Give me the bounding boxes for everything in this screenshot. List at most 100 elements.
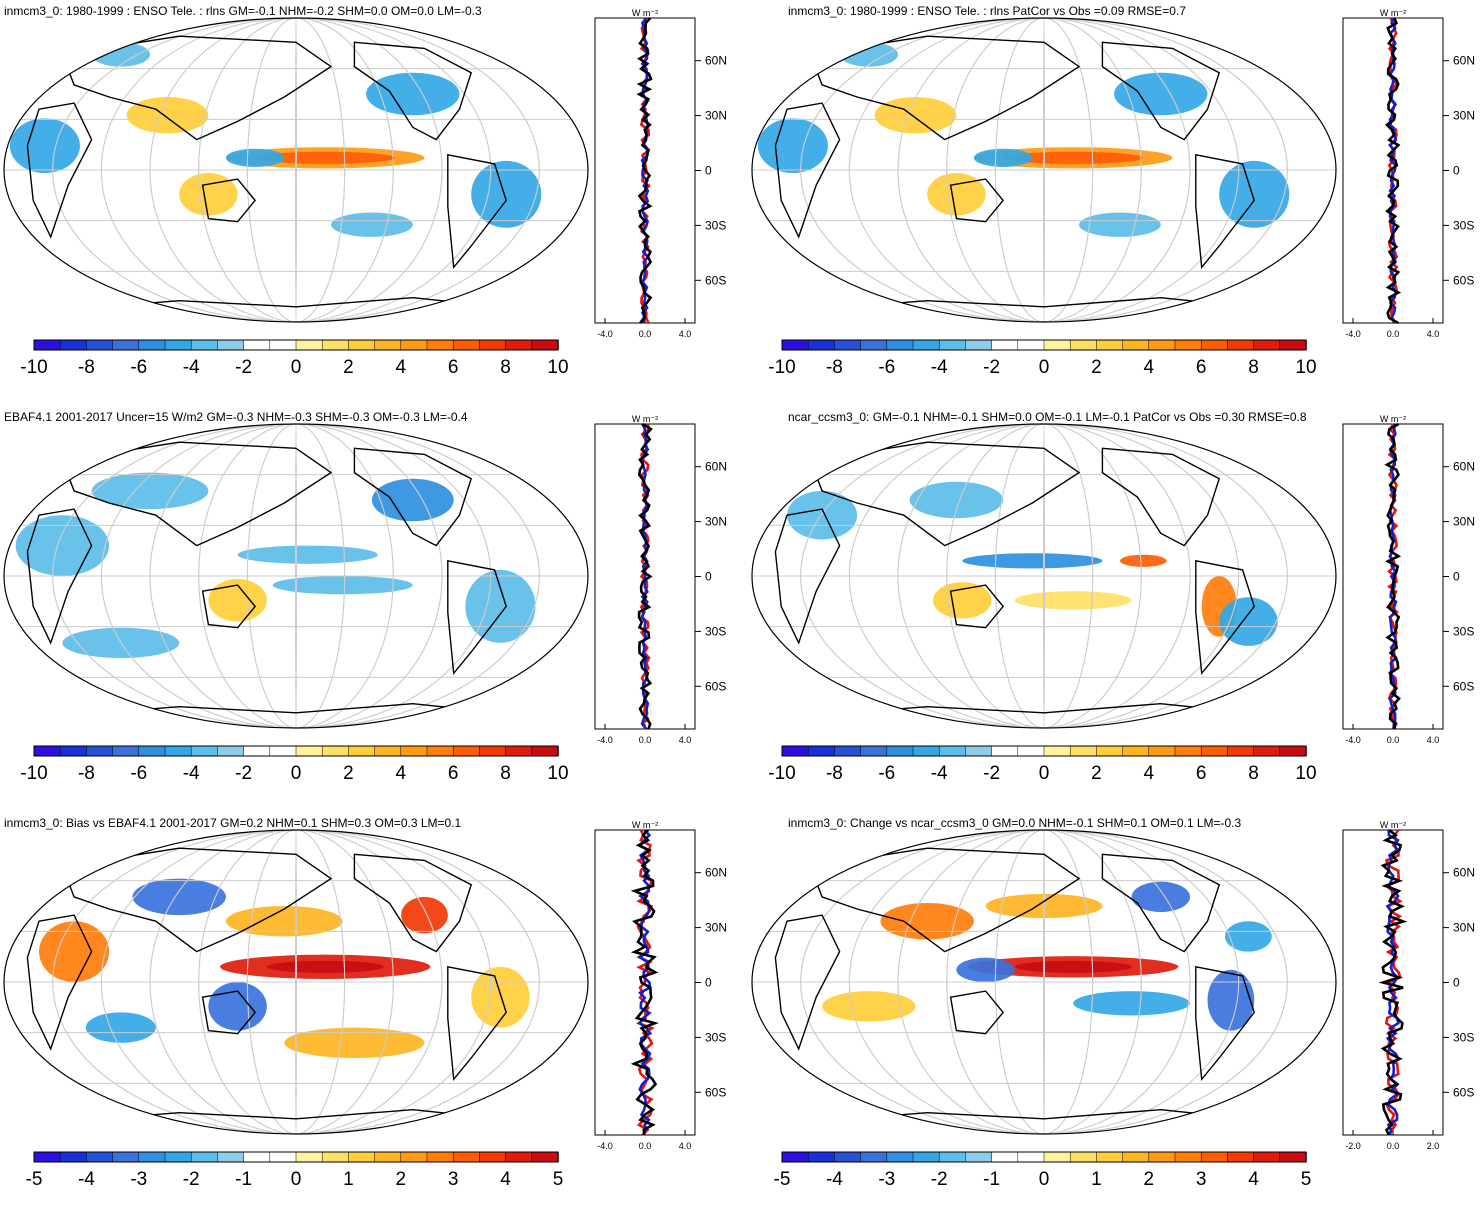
zonal-profile: W m⁻² 60N 30N 0 30S 60S -4.0 0.0 4.0 [1342,414,1475,745]
colorbar-swatch [781,745,809,757]
anomaly-region [757,118,828,174]
colorbar-label: 2 [396,1169,407,1190]
colorbar-label: 0 [291,1169,302,1190]
colorbar-label: -2 [983,763,1000,784]
zonal-profile: W m⁻² 60N 30N 0 30S 60S -4.0 0.0 4.0 [594,8,727,339]
colorbar-swatch [1200,745,1229,757]
anomaly-region [1219,597,1278,646]
obs-profile-line [637,829,653,1136]
latitude-label: 60N [705,54,727,68]
mean-profile-line [1378,828,1408,1136]
colorbar-swatch [531,339,559,351]
colorbar-label: -1 [235,1169,252,1190]
panel-graphics: -10 -8 -6 -4 -2 0 2 4 6 8 10 W m⁻² 60N 30N 0 30S 60S -4.0… [751,8,1475,378]
colorbar-label: -2 [235,763,252,784]
anomaly-region [225,148,285,167]
anomaly-region [15,515,110,576]
colorbar-label: -6 [130,763,147,784]
map-field [752,830,1336,1134]
anomaly-region [132,878,226,916]
anomaly-region [225,906,343,937]
colorbar-swatch [1096,1151,1124,1163]
colorbar-label: -2 [235,357,252,378]
latitude-label: 0 [1453,976,1460,990]
colorbar-swatch [1069,745,1098,757]
anomaly-region [787,490,858,540]
anomaly-region [1014,591,1132,610]
colorbar-swatch [217,1151,245,1163]
anomaly-region [1079,212,1161,237]
colorbar-label: 10 [547,763,568,784]
latitude-label: 30N [705,109,727,123]
colorbar-swatch [1017,339,1045,351]
colorbar-label: -8 [78,763,95,784]
anomaly-region [973,148,1033,167]
colorbar-swatch [374,339,402,351]
colorbar-label: -5 [774,1169,791,1190]
zonal-profile: W m⁻² 60N 30N 0 30S 60S -4.0 0.0 4.0 [594,414,727,745]
colorbar-label: -4 [931,357,948,378]
colorbar-label: -10 [768,357,795,378]
colorbar-label: 2 [1091,357,1102,378]
colorbar-label: 6 [1196,763,1207,784]
colorbar-label: -4 [931,763,948,784]
map-field [4,424,588,728]
colorbar-label: 1 [1091,1169,1102,1190]
anomaly-region [1014,960,1132,973]
colorbar-label: 6 [1196,357,1207,378]
anomaly-region [1225,921,1272,952]
colorbar: -10 -8 -6 -4 -2 0 2 4 6 8 10 [768,745,1317,784]
colorbar-swatch [1279,745,1307,757]
colorbar-swatch [938,745,967,757]
colorbar-swatch [1253,1151,1281,1163]
anomaly-region [927,173,986,216]
colorbar-swatch [1200,1151,1229,1163]
colorbar-label: -4 [826,1169,843,1190]
colorbar-label: 4 [1144,763,1155,784]
colorbar-swatch [295,745,323,757]
profile-tick-label: 0.0 [639,329,652,339]
colorbar-label: -3 [130,1169,147,1190]
colorbar-label: 3 [1196,1169,1207,1190]
anomaly-region [39,921,110,982]
anomaly-region [874,97,957,134]
colorbar-label: -8 [78,357,95,378]
colorbar-swatch [505,339,533,351]
anomaly-region [266,960,384,973]
colorbar-swatch [86,339,114,351]
colorbar-swatch [807,745,836,757]
colorbar-swatch [991,1151,1019,1163]
mean-profile-line [636,17,653,324]
panel-graphics: -10 -8 -6 -4 -2 0 2 4 6 8 10 W m⁻² 60N 30N 0 30S 60S -4.0… [751,414,1475,784]
colorbar-swatch [834,1151,862,1163]
anomaly-region [85,1012,156,1043]
colorbar-label: 10 [547,357,568,378]
colorbar-swatch [938,1151,967,1163]
profile-units: W m⁻² [632,820,658,830]
colorbar-swatch [452,745,481,757]
latitude-label: 30N [705,921,727,935]
colorbar-swatch [1227,745,1255,757]
colorbar-label: -8 [826,357,843,378]
colorbar-swatch [217,339,245,351]
colorbar-swatch [1279,1151,1307,1163]
colorbar-swatch [479,1151,507,1163]
latitude-label: 60N [705,460,727,474]
latitude-label: 0 [1453,164,1460,178]
colorbar-swatch [86,1151,114,1163]
colorbar-swatch [807,339,836,351]
colorbar-swatch [400,339,428,351]
anomaly-region [1114,72,1208,116]
colorbar-swatch [1253,745,1281,757]
latitude-label: 30S [1453,624,1474,638]
latitude-label: 30N [1453,109,1475,123]
colorbar-label: -1 [983,1169,1000,1190]
colorbar-label: -5 [26,1169,43,1190]
colorbar-swatch [269,1151,297,1163]
colorbar-swatch [164,745,192,757]
colorbar-swatch [1122,339,1150,351]
anomaly-region [331,212,413,237]
colorbar-swatch [374,745,402,757]
colorbar-label: 4 [396,357,407,378]
colorbar-swatch [112,745,140,757]
